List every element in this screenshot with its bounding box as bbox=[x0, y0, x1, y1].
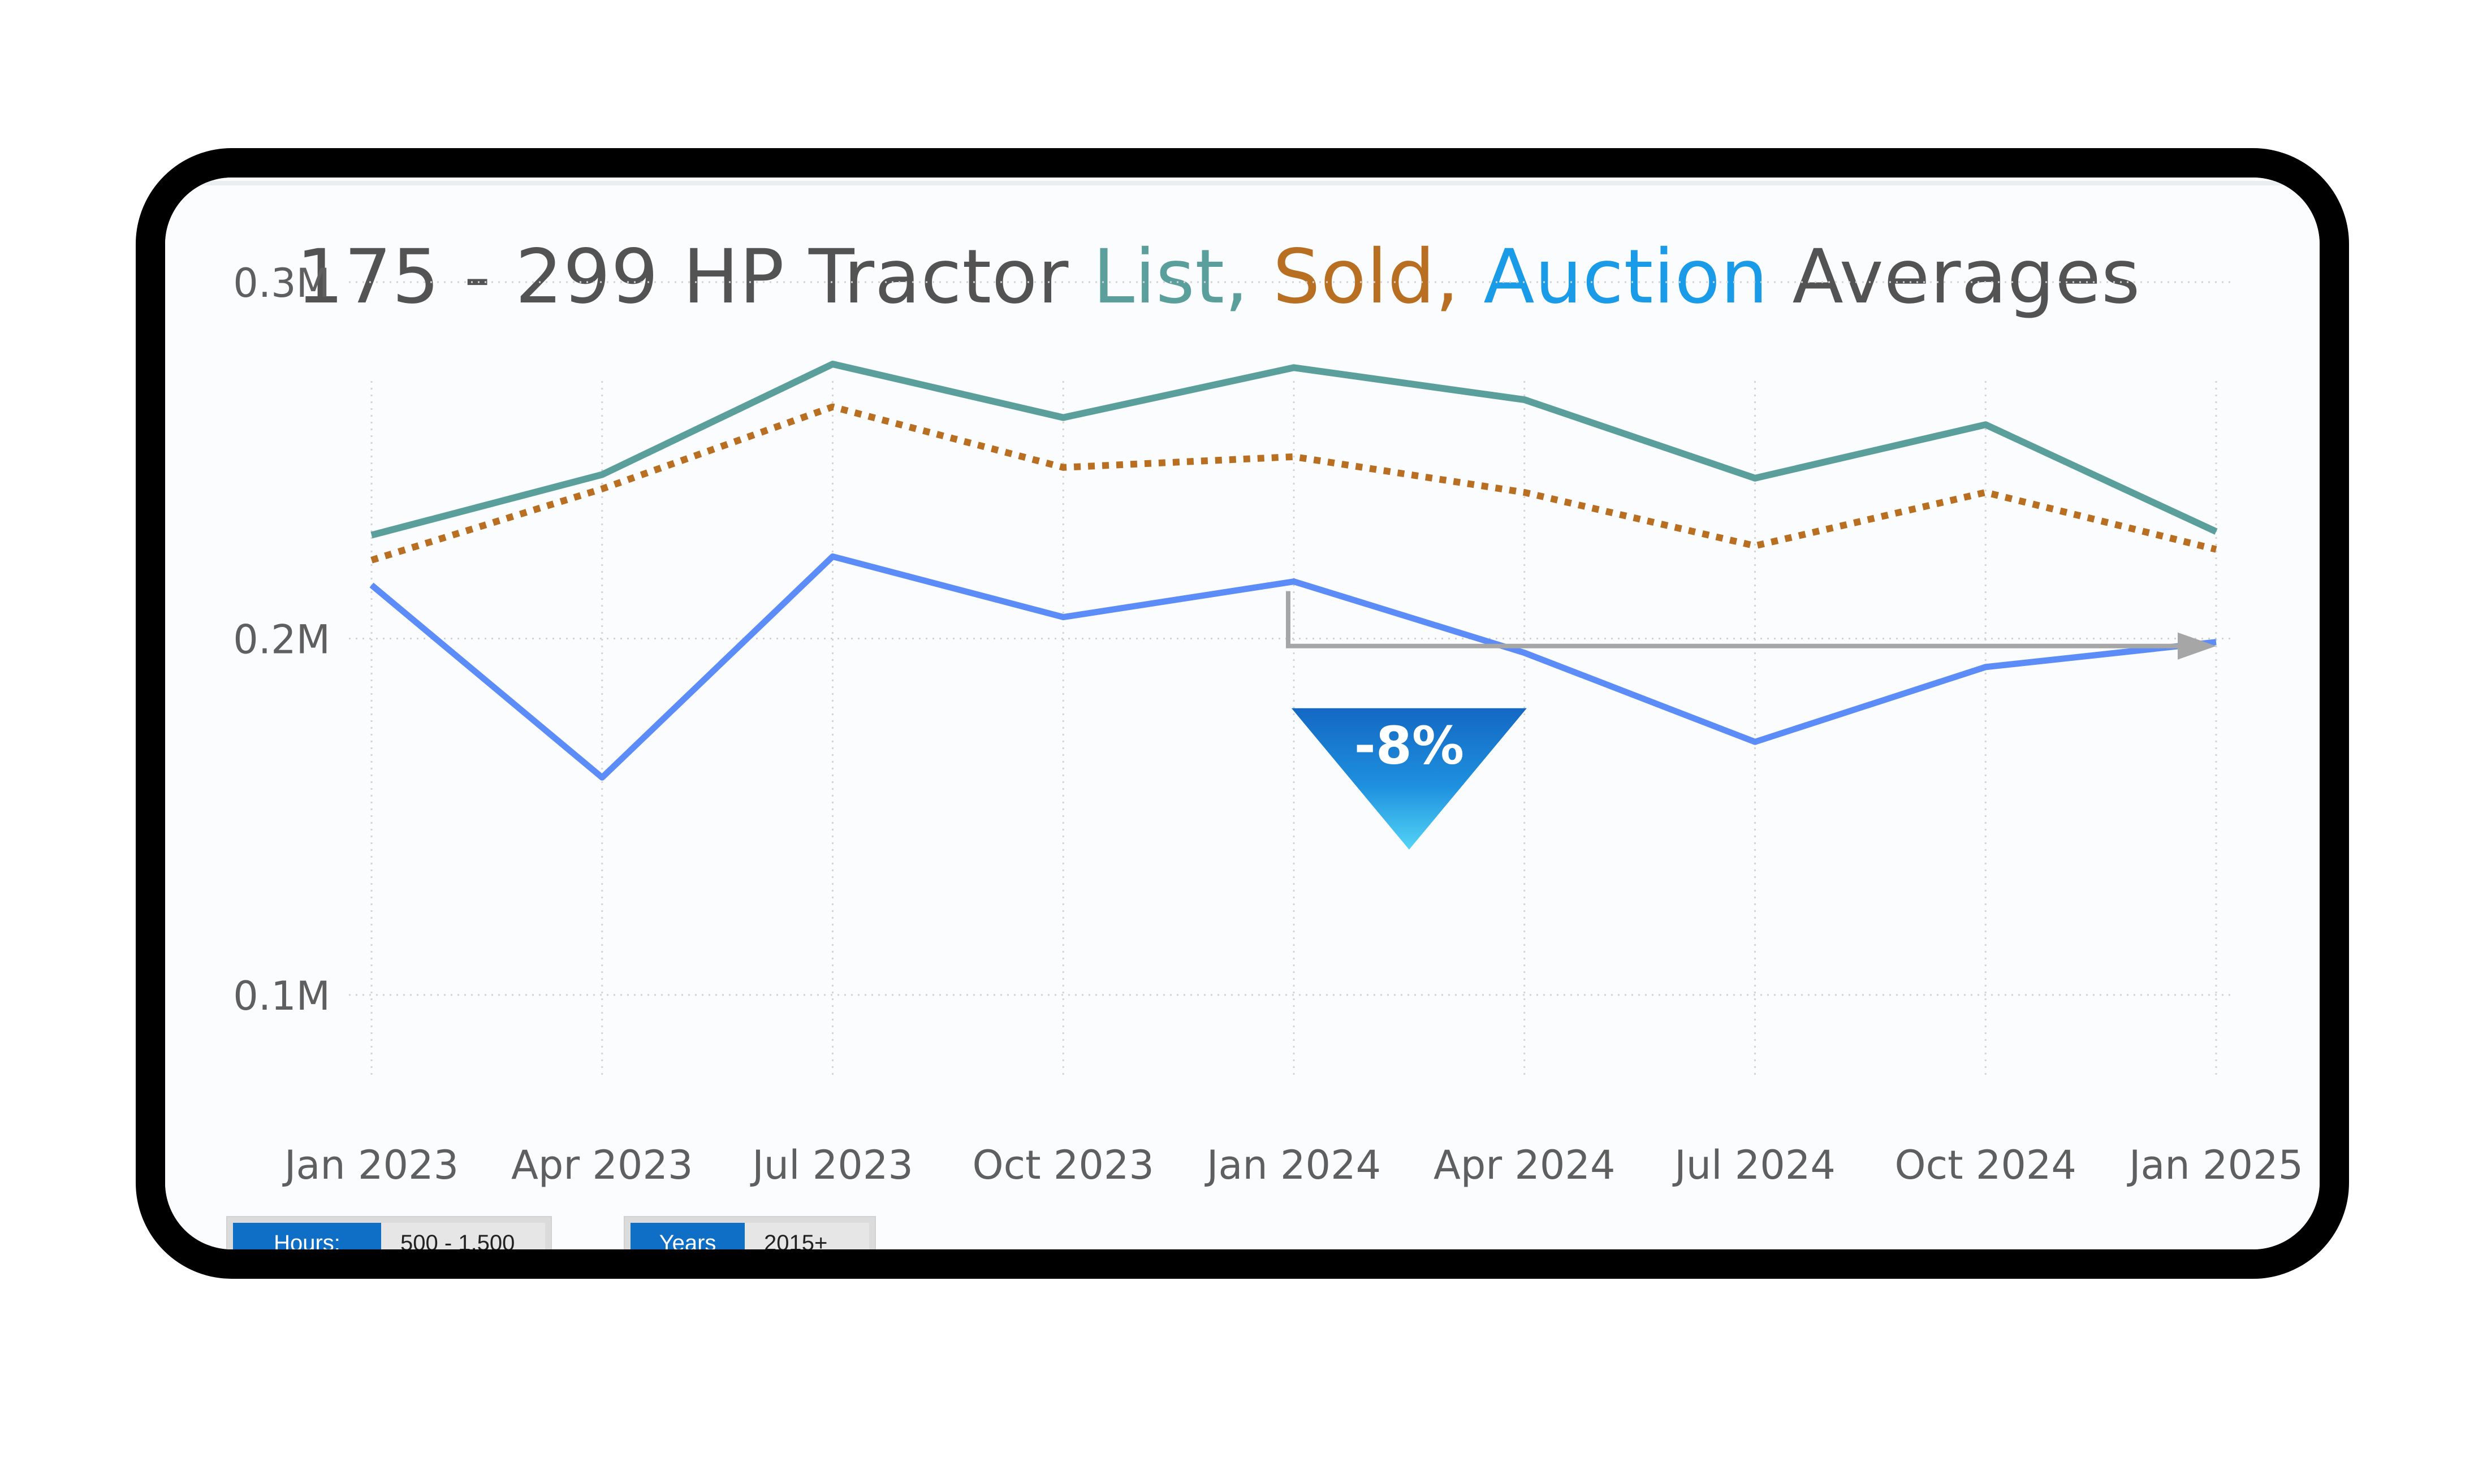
filter-hours[interactable]: Hours: 500 - 1,500 bbox=[227, 1217, 551, 1249]
series-list-line bbox=[370, 361, 2218, 539]
title-prefix: 175 - 299 HP Tractor bbox=[296, 233, 1093, 321]
change-badge bbox=[1291, 708, 1527, 850]
title-list: List, bbox=[1093, 233, 1249, 321]
series-lines bbox=[369, 361, 2218, 781]
chart-panel: 175 - 299 HP Tractor List, Sold, Auction… bbox=[165, 178, 2320, 1249]
x-tick-label: Apr 2024 bbox=[1434, 1142, 1616, 1188]
title-suffix: Averages bbox=[1768, 233, 2141, 321]
filter-hours-label: Hours: bbox=[233, 1223, 381, 1249]
y-tick-label: 0.3M bbox=[233, 260, 330, 306]
x-tick-label: Oct 2024 bbox=[1895, 1142, 2076, 1188]
line-chart: 0.3M 0.2M 0.1M Jan 2023 Apr 2023 Jul 2023 Oct… bbox=[233, 260, 2303, 1188]
chart-title: 175 - 299 HP Tractor List, Sold, Auction… bbox=[296, 232, 2140, 322]
filter-years-value: 2015+ bbox=[745, 1223, 869, 1249]
x-tick-label: Jul 2023 bbox=[750, 1142, 913, 1188]
filter-years[interactable]: Years 2015+ bbox=[625, 1217, 875, 1249]
arrowhead-icon bbox=[2178, 632, 2216, 660]
x-tick-label: Jan 2023 bbox=[282, 1142, 459, 1188]
series-auction-line bbox=[369, 553, 2217, 781]
filter-years-label: Years bbox=[631, 1223, 745, 1249]
x-tick-label: Jan 2024 bbox=[1204, 1142, 1381, 1188]
x-axis: Jan 2023 Apr 2023 Jul 2023 Oct 2023 Jan 2024… bbox=[282, 1142, 2303, 1188]
change-annotation: -8% bbox=[1286, 591, 2216, 850]
title-auction: Auction bbox=[1483, 233, 1768, 321]
y-tick-label: 0.2M bbox=[233, 616, 330, 663]
y-axis: 0.3M 0.2M 0.1M bbox=[233, 260, 330, 1019]
change-label: -8% bbox=[1354, 716, 1464, 776]
x-tick-label: Jan 2025 bbox=[2127, 1142, 2303, 1188]
y-tick-label: 0.1M bbox=[233, 973, 330, 1019]
change-arrow bbox=[1286, 591, 2192, 648]
x-tick-label: Jul 2024 bbox=[1672, 1142, 1836, 1188]
title-sold: Sold, bbox=[1272, 233, 1460, 321]
filter-hours-value: 500 - 1,500 bbox=[381, 1223, 545, 1249]
gridlines bbox=[349, 281, 2235, 1079]
x-tick-label: Oct 2023 bbox=[973, 1142, 1154, 1188]
chart-card: 175 - 299 HP Tractor List, Sold, Auction… bbox=[136, 148, 2349, 1279]
x-tick-label: Apr 2023 bbox=[511, 1142, 693, 1188]
